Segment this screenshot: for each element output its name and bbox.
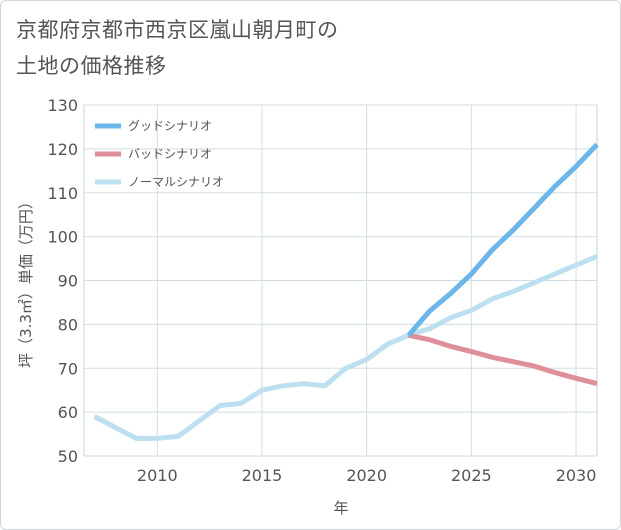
y-tick-label: 120 bbox=[47, 140, 78, 159]
y-tick-label: 110 bbox=[47, 184, 78, 203]
x-tick-label: 2025 bbox=[451, 466, 492, 485]
legend-label: グッドシナリオ bbox=[128, 119, 212, 133]
y-axis-title: 坪（3.3㎡）単価（万円） bbox=[17, 194, 35, 368]
y-tick-label: 80 bbox=[58, 315, 78, 334]
y-tick-label: 130 bbox=[47, 96, 78, 115]
chart-title-line2: 土地の価格推移 bbox=[16, 54, 167, 78]
x-tick-label: 2030 bbox=[556, 466, 597, 485]
series-lines bbox=[93, 142, 599, 441]
y-tick-label: 70 bbox=[58, 359, 78, 378]
chart-title: 京都府京都市西京区嵐山朝月町の 土地の価格推移 bbox=[16, 12, 436, 84]
y-tick-label: 100 bbox=[47, 228, 78, 247]
y-tick-label: 60 bbox=[58, 403, 78, 422]
x-tick-label: 2020 bbox=[346, 466, 387, 485]
x-tick-label: 2015 bbox=[242, 466, 283, 485]
legend-label: バッドシナリオ bbox=[128, 147, 212, 161]
y-tick-label: 50 bbox=[58, 447, 78, 466]
chart-title-line1: 京都府京都市西京区嵐山朝月町の bbox=[16, 18, 339, 42]
tick-labels: 50 60 70 80 90 100 110 120 130 2010 2015 2020 2025 20… bbox=[47, 96, 596, 485]
grid bbox=[83, 104, 598, 457]
series-line-1 bbox=[408, 332, 598, 387]
x-axis-title: 年 bbox=[333, 499, 348, 517]
y-tick-label: 90 bbox=[58, 272, 78, 291]
series-line-0 bbox=[406, 142, 599, 337]
x-tick-label: 2010 bbox=[137, 466, 178, 485]
series-line-2 bbox=[93, 254, 598, 441]
legend-label: ノーマルシナリオ bbox=[128, 175, 224, 189]
